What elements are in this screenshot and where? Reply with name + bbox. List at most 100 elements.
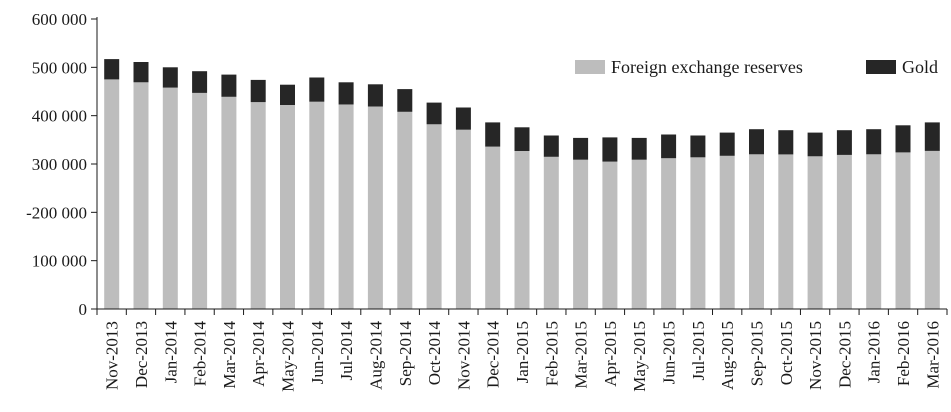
legend-label-gold: Gold [902, 57, 938, 77]
bar-fx-reserves-feb-2014 [192, 92, 208, 310]
bar-gold-aug-2015 [719, 132, 735, 156]
y-tick-label: 0 [79, 300, 88, 319]
bar-fx-reserves-dec-2015 [836, 154, 852, 309]
bar-gold-feb-2015 [543, 135, 559, 157]
x-tick-label: Mar-2016 [923, 321, 942, 389]
bar-gold-jul-2014 [338, 82, 354, 105]
bar-gold-nov-2013 [104, 59, 120, 80]
bar-fx-reserves-feb-2015 [543, 156, 559, 310]
bar-fx-reserves-nov-2013 [104, 79, 120, 310]
bar-gold-oct-2015 [778, 130, 794, 155]
y-tick-label: -200 000 [26, 203, 87, 222]
bar-fx-reserves-mar-2014 [221, 96, 237, 309]
x-tick-label: Apr-2015 [601, 321, 620, 387]
y-tick-label: 100 000 [32, 252, 87, 271]
legend-label-foreign-exchange-reserves: Foreign exchange reserves [611, 57, 803, 77]
bar-gold-nov-2014 [455, 107, 471, 130]
bar-gold-jul-2015 [690, 135, 706, 158]
bar-gold-dec-2013 [133, 62, 149, 83]
bar-fx-reserves-nov-2015 [807, 156, 823, 309]
x-tick-label: Jan-2014 [161, 321, 180, 384]
bar-gold-may-2015 [631, 137, 647, 160]
bar-fx-reserves-jan-2015 [514, 150, 530, 309]
x-tick-label: Nov-2015 [806, 321, 825, 390]
y-tick-label: 300 000 [32, 155, 87, 174]
legend-swatch-foreign-exchange-reserves [575, 60, 605, 74]
bar-gold-mar-2014 [221, 74, 237, 97]
bar-fx-reserves-oct-2014 [426, 124, 442, 310]
x-tick-label: May-2015 [630, 321, 649, 392]
bar-gold-jan-2015 [514, 127, 530, 151]
bar-fx-reserves-nov-2014 [455, 129, 471, 309]
x-tick-label: Mar-2014 [220, 321, 239, 389]
bar-fx-reserves-apr-2014 [250, 102, 266, 309]
bar-fx-reserves-sep-2015 [749, 154, 764, 309]
legend: Foreign exchange reserves Gold [575, 57, 938, 77]
x-tick-label: Jul-2015 [689, 321, 708, 381]
bar-fx-reserves-jul-2015 [690, 157, 706, 309]
x-tick-label: Oct-2014 [425, 321, 444, 386]
x-tick-label: Jan-2015 [513, 321, 532, 383]
x-axis: Nov-2013 Dec-2013 Jan-2014 Feb-2014 Mar-2014… [96, 308, 948, 392]
legend-swatch-gold [866, 60, 896, 74]
x-tick-label: Nov-2014 [454, 321, 473, 390]
x-tick-label: May-2014 [279, 320, 298, 391]
x-tick-label: Jul-2014 [337, 320, 356, 380]
y-tick-label: 400 000 [32, 107, 87, 126]
bar-fx-reserves-jul-2014 [338, 104, 354, 309]
x-tick-label: Feb-2015 [542, 321, 561, 386]
bar-fx-reserves-jan-2014 [162, 87, 178, 309]
x-tick-label: Aug-2014 [366, 320, 385, 389]
x-tick-label: Dec-2015 [835, 321, 854, 388]
x-tick-label: Aug-2015 [718, 321, 737, 390]
x-tick-label: Jun-2014 [308, 320, 327, 384]
bar-fx-reserves-dec-2013 [133, 82, 149, 309]
bar-gold-sep-2015 [749, 129, 764, 155]
bar-gold-jan-2014 [162, 67, 178, 88]
y-axis: 0 100 000 -200 000 300 000 400 000 500 000 600… [26, 10, 98, 319]
bar-fx-reserves-apr-2015 [602, 161, 618, 309]
x-tick-label: Apr-2014 [249, 320, 268, 386]
x-tick-label: Sep-2015 [748, 321, 767, 386]
bar-gold-dec-2014 [485, 122, 501, 147]
x-tick-label: Jun-2015 [660, 321, 679, 384]
bar-fx-reserves-aug-2014 [367, 106, 383, 309]
bar-gold-jun-2014 [309, 77, 325, 102]
bar-fx-reserves-jun-2014 [309, 101, 325, 309]
bar-gold-dec-2015 [836, 130, 852, 155]
bar-fx-reserves-aug-2015 [719, 155, 735, 309]
bar-gold-mar-2016 [924, 122, 940, 151]
bar-fx-reserves-mar-2015 [573, 159, 589, 309]
x-tick-label: Sep-2014 [396, 321, 415, 387]
x-tick-label: Oct-2015 [777, 321, 796, 385]
bar-fx-reserves-feb-2016 [895, 152, 911, 309]
bar-gold-jan-2016 [866, 129, 882, 155]
bar-gold-feb-2016 [895, 125, 911, 153]
bar-fx-reserves-oct-2015 [778, 154, 794, 309]
bar-fx-reserves-jun-2015 [661, 158, 677, 309]
bar-gold-feb-2014 [192, 71, 208, 93]
bar-gold-apr-2014 [250, 79, 266, 103]
bar-fx-reserves-dec-2014 [485, 146, 501, 309]
bar-fx-reserves-sep-2014 [397, 111, 413, 309]
bar-fx-reserves-may-2015 [631, 159, 647, 309]
x-tick-label: Mar-2015 [572, 321, 591, 389]
x-tick-label: Feb-2016 [894, 321, 913, 386]
bar-fx-reserves-mar-2016 [924, 150, 940, 309]
bar-gold-mar-2015 [573, 137, 589, 160]
bar-fx-reserves-jan-2016 [866, 154, 882, 309]
bar-gold-aug-2014 [367, 84, 383, 107]
plot-area [104, 59, 940, 310]
bar-gold-may-2014 [280, 84, 295, 105]
bar-gold-apr-2015 [602, 137, 618, 162]
x-tick-label: Feb-2014 [191, 321, 210, 387]
x-tick-label: Nov-2013 [103, 321, 122, 390]
bar-gold-oct-2014 [426, 102, 442, 125]
x-tick-label: Jan-2016 [865, 321, 884, 383]
x-tick-label: Dec-2014 [484, 321, 503, 389]
y-tick-label: 600 000 [32, 10, 87, 29]
bar-fx-reserves-may-2014 [280, 105, 295, 309]
bar-gold-sep-2014 [397, 89, 413, 112]
x-tick-label: Dec-2013 [132, 321, 151, 388]
bar-gold-nov-2015 [807, 132, 823, 157]
